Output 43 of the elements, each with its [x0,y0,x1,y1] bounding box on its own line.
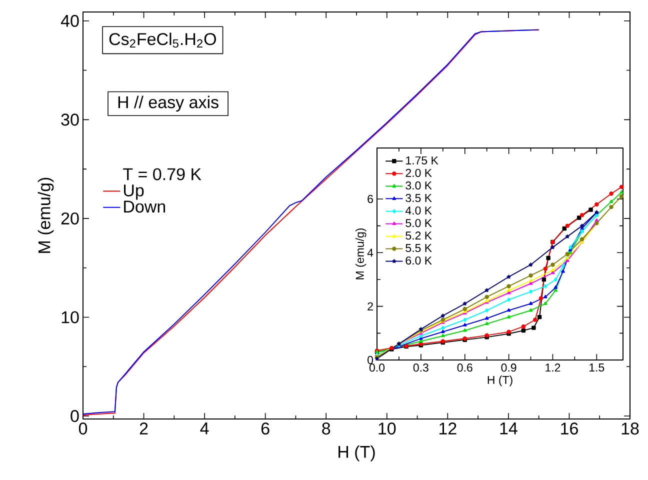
legend-label: Down [124,200,166,213]
x-axis-title: H (T) [488,376,512,386]
legend-label: 3.0 K [406,181,432,190]
legend-label: 5.2 K [406,232,432,240]
legend-label: 6.0 K [406,256,432,265]
x-tick-label: 1.5 [590,364,604,372]
x-tick-label: 6 [261,422,270,435]
x-tick-label: 2 [140,422,148,434]
legend-label: 3.5 K [406,194,432,202]
x-tick-label: 18 [622,422,639,435]
y-tick-label: 20 [61,212,79,224]
x-tick-label: 0.0 [369,364,385,372]
y-axis-title: M (emu/g) [38,178,54,253]
y-tick-label: 2 [368,302,373,310]
legend-label: 5.0 K [406,218,432,228]
x-tick-label: 16 [561,422,578,435]
x-tick-label: 10 [378,422,396,435]
y-tick-label: 0 [70,410,79,422]
x-tick-label: 14 [500,422,518,434]
x-tick-label: 8 [322,422,330,435]
y-axis-title: M (emu/g) [355,228,366,280]
y-tick-label: 4 [367,248,374,257]
x-tick-label: 0 [78,422,88,435]
x-tick-label: 0.3 [413,364,428,372]
y-tick-label: 10 [62,311,79,324]
legend-label: 4.0 K [405,206,432,215]
y-tick-label: 40 [60,14,79,27]
y-tick-label: 6 [368,194,373,204]
x-tick-label: 1.2 [546,364,560,372]
x-axis-title: H (T) [338,445,375,462]
legend-label: 5.5 K [406,244,432,252]
legend-label: Up [124,184,144,200]
legend-label: 1.75 K [406,156,438,164]
y-tick-label: 0 [368,356,374,364]
legend-title: T = 0.79 K [123,168,202,180]
x-tick-label: 0.6 [457,364,472,372]
annotation: H // easy axis [118,96,218,112]
y-tick-label: 30 [61,114,79,126]
annotation: Cs$_{2}$FeCl$_{5}$.H$_{2}$O [109,32,216,48]
legend-label: 2.0 K [406,168,432,177]
x-tick-label: 12 [440,422,456,434]
x-tick-label: 0.9 [501,364,516,372]
x-tick-label: 4 [200,422,209,434]
